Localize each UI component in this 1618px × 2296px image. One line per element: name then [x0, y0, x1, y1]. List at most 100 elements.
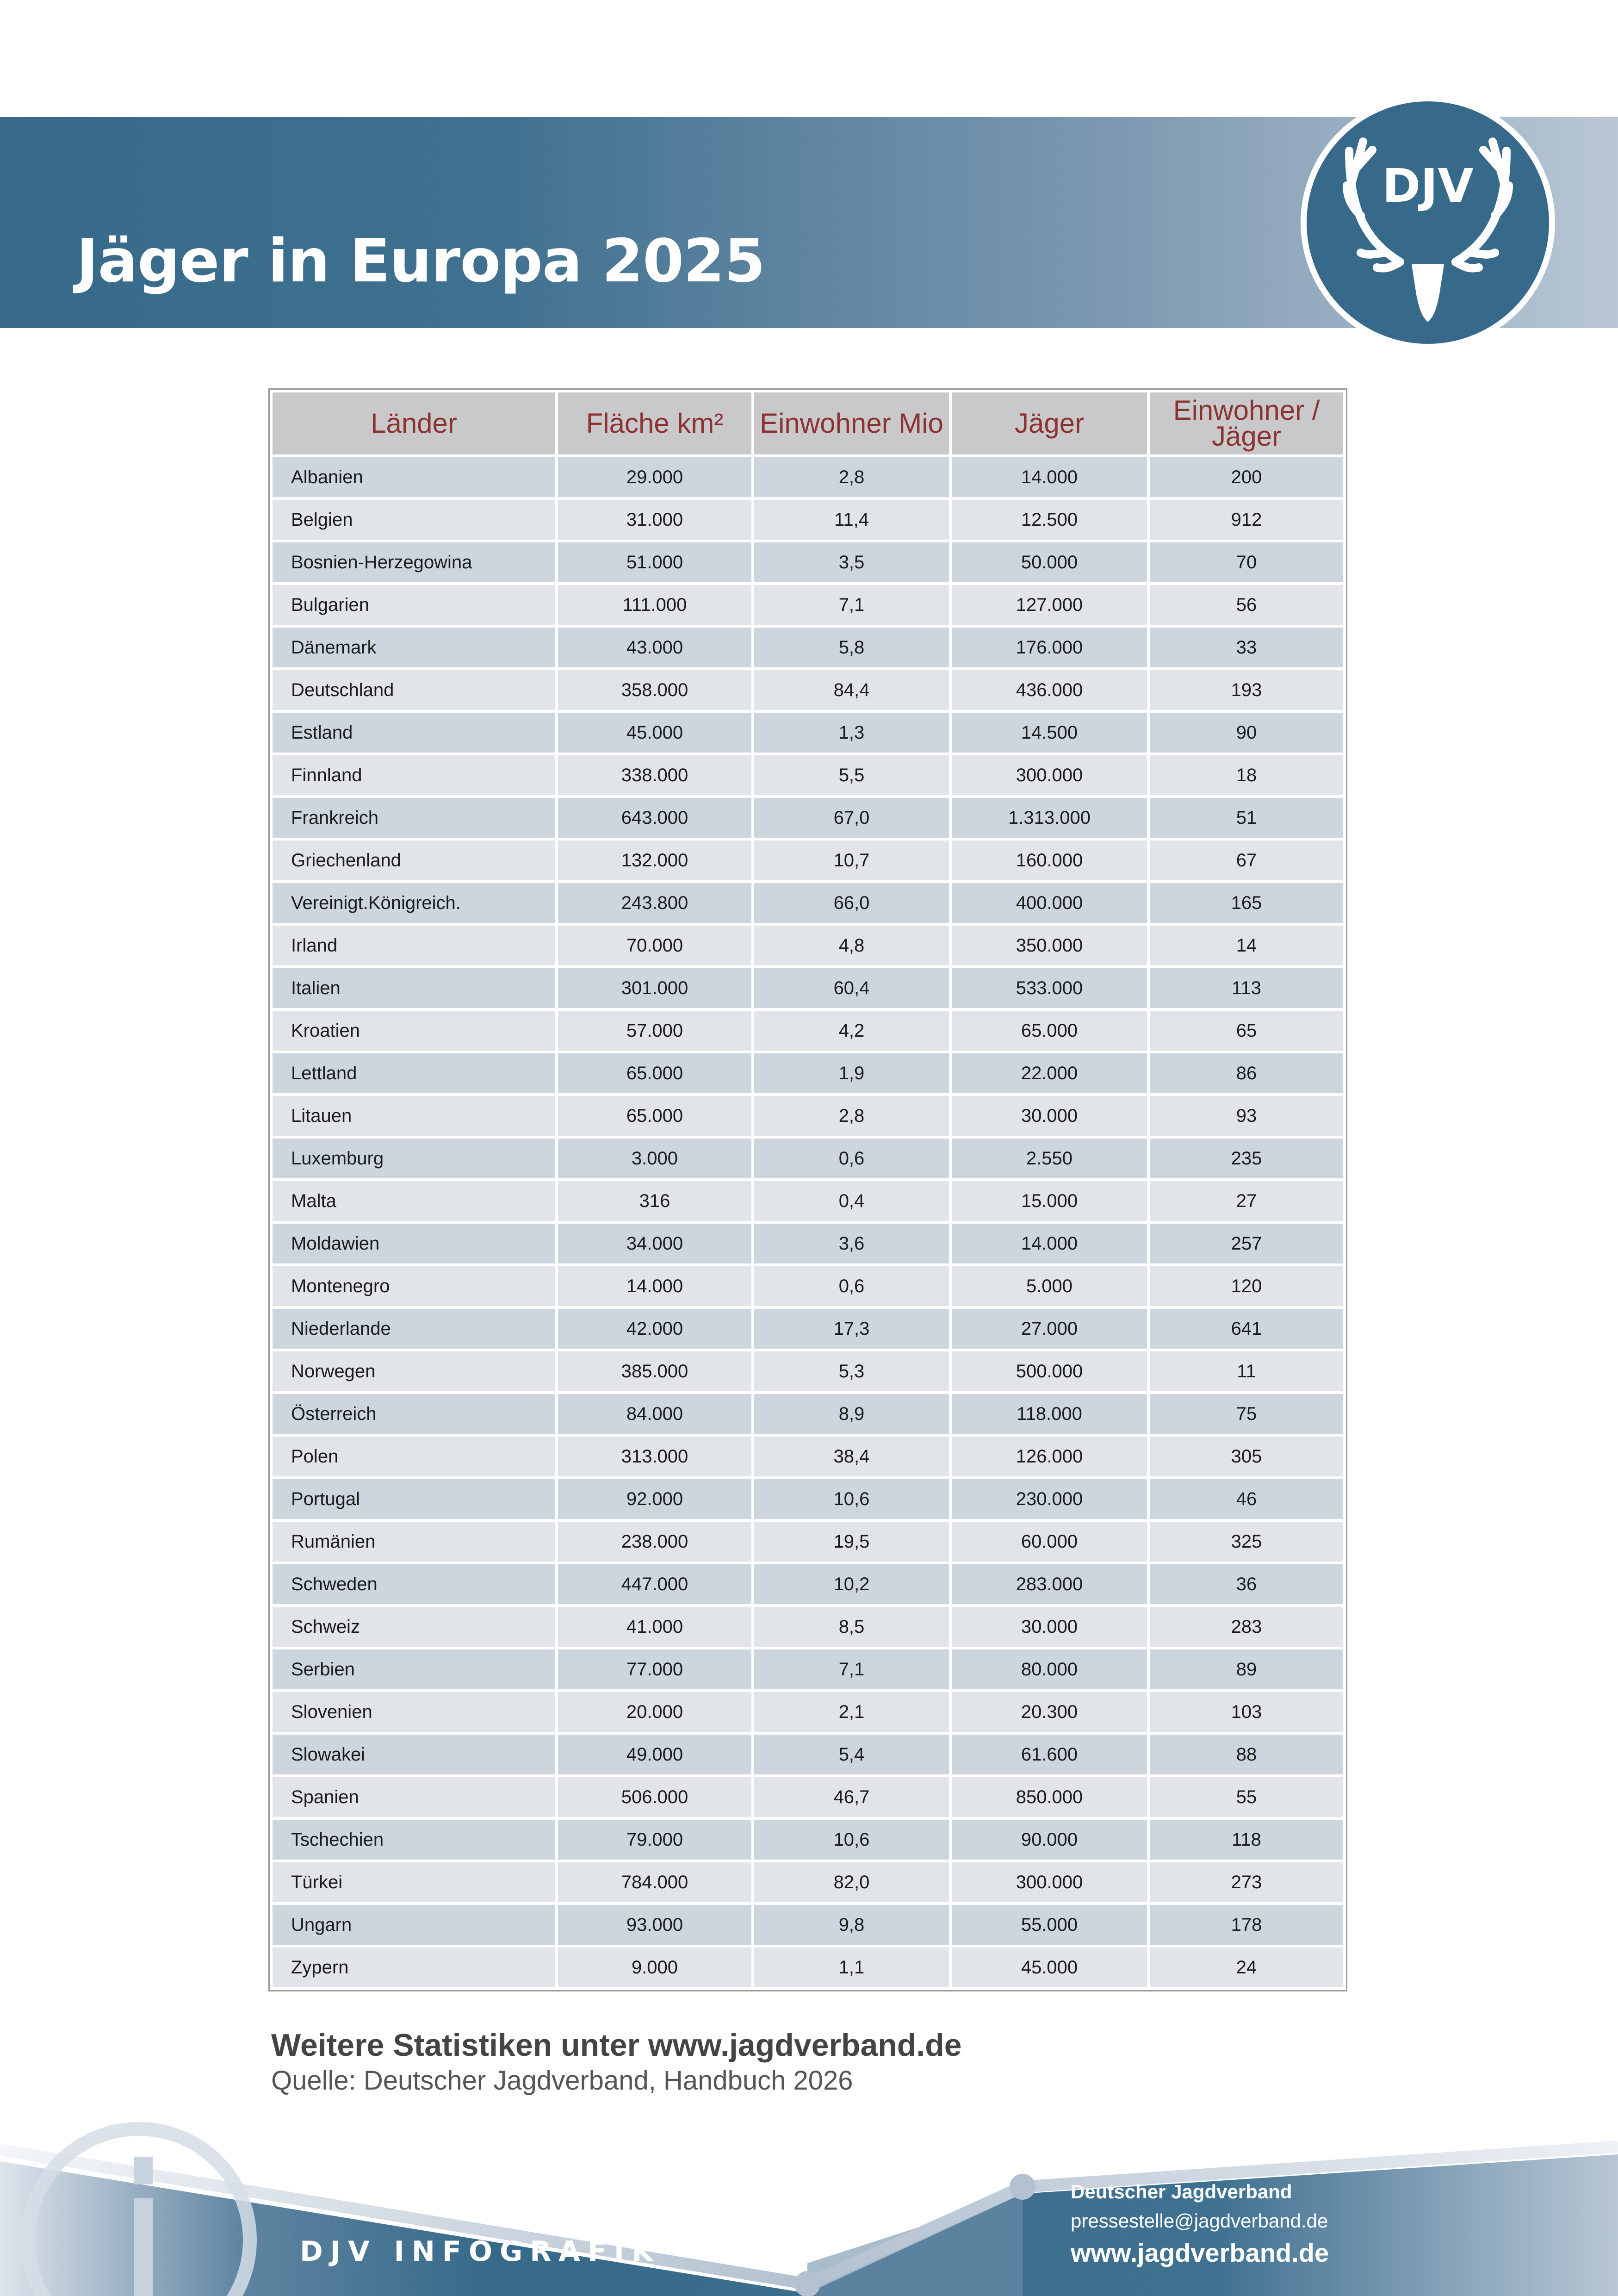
- population-cell: 7,1: [754, 1649, 949, 1689]
- area-cell: 49.000: [558, 1735, 751, 1774]
- footer-email[interactable]: pressestelle@jagdverband.de: [1071, 2210, 1328, 2232]
- hunters-cell: 14.500: [952, 713, 1147, 753]
- table-row: Slowakei 49.000 5,4 61.600 88: [273, 1735, 1343, 1774]
- area-cell: 238.000: [558, 1522, 751, 1562]
- ratio-cell: 120: [1150, 1266, 1343, 1306]
- country-cell: Griechenland: [273, 840, 555, 880]
- population-cell: 3,5: [754, 542, 949, 582]
- ratio-cell: 46: [1150, 1479, 1343, 1519]
- ratio-cell: 70: [1150, 542, 1343, 582]
- table-row: Ungarn 93.000 9,8 55.000 178: [273, 1905, 1343, 1945]
- footer-website[interactable]: www.jagdverband.de: [1071, 2238, 1329, 2267]
- footer-brand: DJV INFOGRAFIK: [300, 2235, 661, 2268]
- hunters-cell: 436.000: [952, 670, 1147, 710]
- hunters-cell: 12.500: [952, 500, 1147, 540]
- country-cell: Italien: [273, 968, 555, 1008]
- population-cell: 1,9: [754, 1053, 949, 1093]
- population-cell: 7,1: [754, 585, 949, 625]
- area-cell: 92.000: [558, 1479, 751, 1519]
- ratio-cell: 86: [1150, 1053, 1343, 1093]
- hunters-cell: 90.000: [952, 1820, 1147, 1860]
- hunters-table: Länder Fläche km² Einwohner Mio Jäger Einwoh…: [268, 388, 1347, 1991]
- country-cell: Norwegen: [273, 1351, 555, 1391]
- more-statistics-link[interactable]: Weitere Statistiken unter www.jagdverban…: [271, 2028, 962, 2063]
- table-row: Bosnien-Herzegowina 51.000 3,5 50.000 70: [273, 542, 1343, 582]
- footer-band: [0, 2122, 1618, 2296]
- hunters-cell: 80.000: [952, 1649, 1147, 1689]
- logo-text: DJV: [1382, 159, 1474, 213]
- population-cell: 1,1: [754, 1948, 949, 1987]
- table-row: Estland 45.000 1,3 14.500 90: [273, 713, 1343, 753]
- area-cell: 784.000: [558, 1862, 751, 1902]
- ratio-cell: 257: [1150, 1224, 1343, 1263]
- population-cell: 9,8: [754, 1905, 949, 1945]
- ratio-cell: 325: [1150, 1522, 1343, 1562]
- hunters-cell: 55.000: [952, 1905, 1147, 1945]
- ratio-cell: 11: [1150, 1351, 1343, 1391]
- table-row: Slovenien 20.000 2,1 20.300 103: [273, 1692, 1343, 1732]
- table-row: Irland 70.000 4,8 350.000 14: [273, 926, 1343, 965]
- area-cell: 20.000: [558, 1692, 751, 1732]
- info-icon: [21, 2122, 257, 2296]
- country-cell: Spanien: [273, 1777, 555, 1817]
- area-cell: 57.000: [558, 1011, 751, 1051]
- hunters-cell: 500.000: [952, 1351, 1147, 1391]
- table-row: Tschechien 79.000 10,6 90.000 118: [273, 1820, 1343, 1860]
- hunters-cell: 14.000: [952, 457, 1147, 497]
- area-cell: 42.000: [558, 1309, 751, 1349]
- country-cell: Lettland: [273, 1053, 555, 1093]
- ratio-cell: 103: [1150, 1692, 1343, 1732]
- area-cell: 31.000: [558, 500, 751, 540]
- hunters-cell: 30.000: [952, 1096, 1147, 1136]
- population-cell: 46,7: [754, 1777, 949, 1817]
- area-cell: 643.000: [558, 798, 751, 838]
- country-cell: Vereinigt.Königreich.: [273, 883, 555, 923]
- country-cell: Montenegro: [273, 1266, 555, 1306]
- population-cell: 5,4: [754, 1735, 949, 1774]
- table-row: Litauen 65.000 2,8 30.000 93: [273, 1096, 1343, 1136]
- country-cell: Zypern: [273, 1948, 555, 1987]
- country-cell: Slovenien: [273, 1692, 555, 1732]
- country-cell: Moldawien: [273, 1224, 555, 1263]
- population-cell: 2,8: [754, 1096, 949, 1136]
- population-cell: 1,3: [754, 713, 949, 753]
- table-row: Montenegro 14.000 0,6 5.000 120: [273, 1266, 1343, 1306]
- country-cell: Luxemburg: [273, 1139, 555, 1178]
- hunters-cell: 1.313.000: [952, 798, 1147, 838]
- country-cell: Portugal: [273, 1479, 555, 1519]
- population-cell: 10,7: [754, 840, 949, 880]
- population-cell: 67,0: [754, 798, 949, 838]
- hunters-cell: 850.000: [952, 1777, 1147, 1817]
- column-header: Jäger: [952, 392, 1147, 454]
- table-row: Kroatien 57.000 4,2 65.000 65: [273, 1011, 1343, 1051]
- country-cell: Rumänien: [273, 1522, 555, 1562]
- hunters-cell: 30.000: [952, 1607, 1147, 1647]
- table-row: Vereinigt.Königreich. 243.800 66,0 400.000 1…: [273, 883, 1343, 923]
- hunters-cell: 15.000: [952, 1181, 1147, 1221]
- country-cell: Litauen: [273, 1096, 555, 1136]
- country-cell: Bosnien-Herzegowina: [273, 542, 555, 582]
- area-cell: 79.000: [558, 1820, 751, 1860]
- area-cell: 34.000: [558, 1224, 751, 1263]
- population-cell: 0,4: [754, 1181, 949, 1221]
- ratio-cell: 24: [1150, 1948, 1343, 1987]
- footer-org: Deutscher Jagdverband: [1071, 2181, 1292, 2203]
- population-cell: 10,6: [754, 1479, 949, 1519]
- ratio-cell: 113: [1150, 968, 1343, 1008]
- hunters-cell: 230.000: [952, 1479, 1147, 1519]
- hunters-cell: 20.300: [952, 1692, 1147, 1732]
- table-row: Italien 301.000 60,4 533.000 113: [273, 968, 1343, 1008]
- country-cell: Dänemark: [273, 628, 555, 667]
- population-cell: 4,2: [754, 1011, 949, 1051]
- population-cell: 38,4: [754, 1437, 949, 1476]
- table-row: Griechenland 132.000 10,7 160.000 67: [273, 840, 1343, 880]
- population-cell: 19,5: [754, 1522, 949, 1562]
- country-cell: Tschechien: [273, 1820, 555, 1860]
- table-row: Rumänien 238.000 19,5 60.000 325: [273, 1522, 1343, 1562]
- population-cell: 8,9: [754, 1394, 949, 1434]
- area-cell: 9.000: [558, 1948, 751, 1987]
- hunters-cell: 65.000: [952, 1011, 1147, 1051]
- table-row: Malta 316 0,4 15.000 27: [273, 1181, 1343, 1221]
- table-row: Niederlande 42.000 17,3 27.000 641: [273, 1309, 1343, 1349]
- area-cell: 93.000: [558, 1905, 751, 1945]
